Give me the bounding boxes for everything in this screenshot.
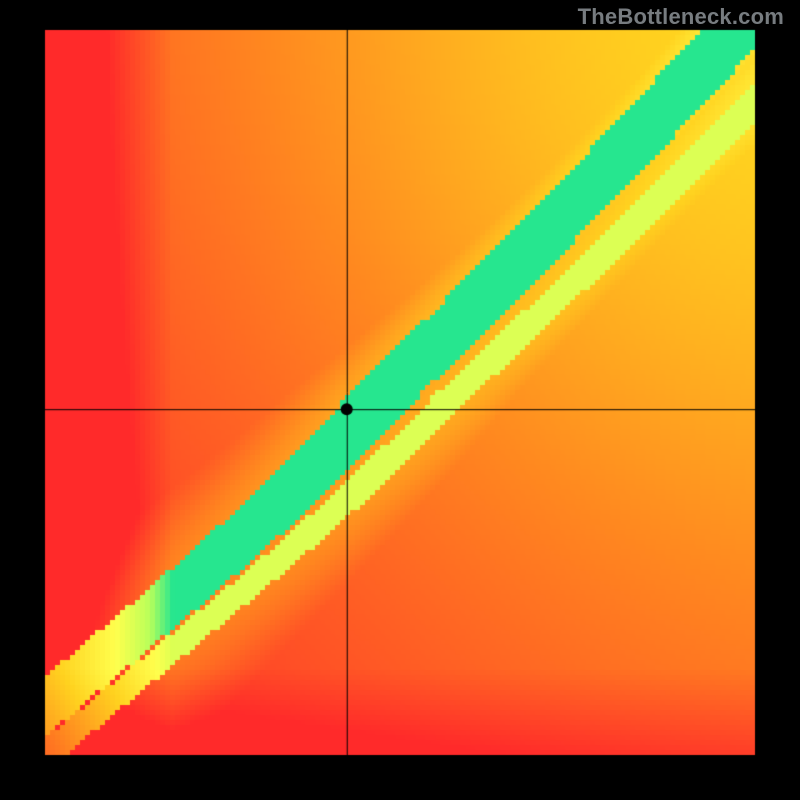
heatmap-canvas [0,0,800,800]
watermark-label: TheBottleneck.com [578,4,784,30]
root: TheBottleneck.com [0,0,800,800]
